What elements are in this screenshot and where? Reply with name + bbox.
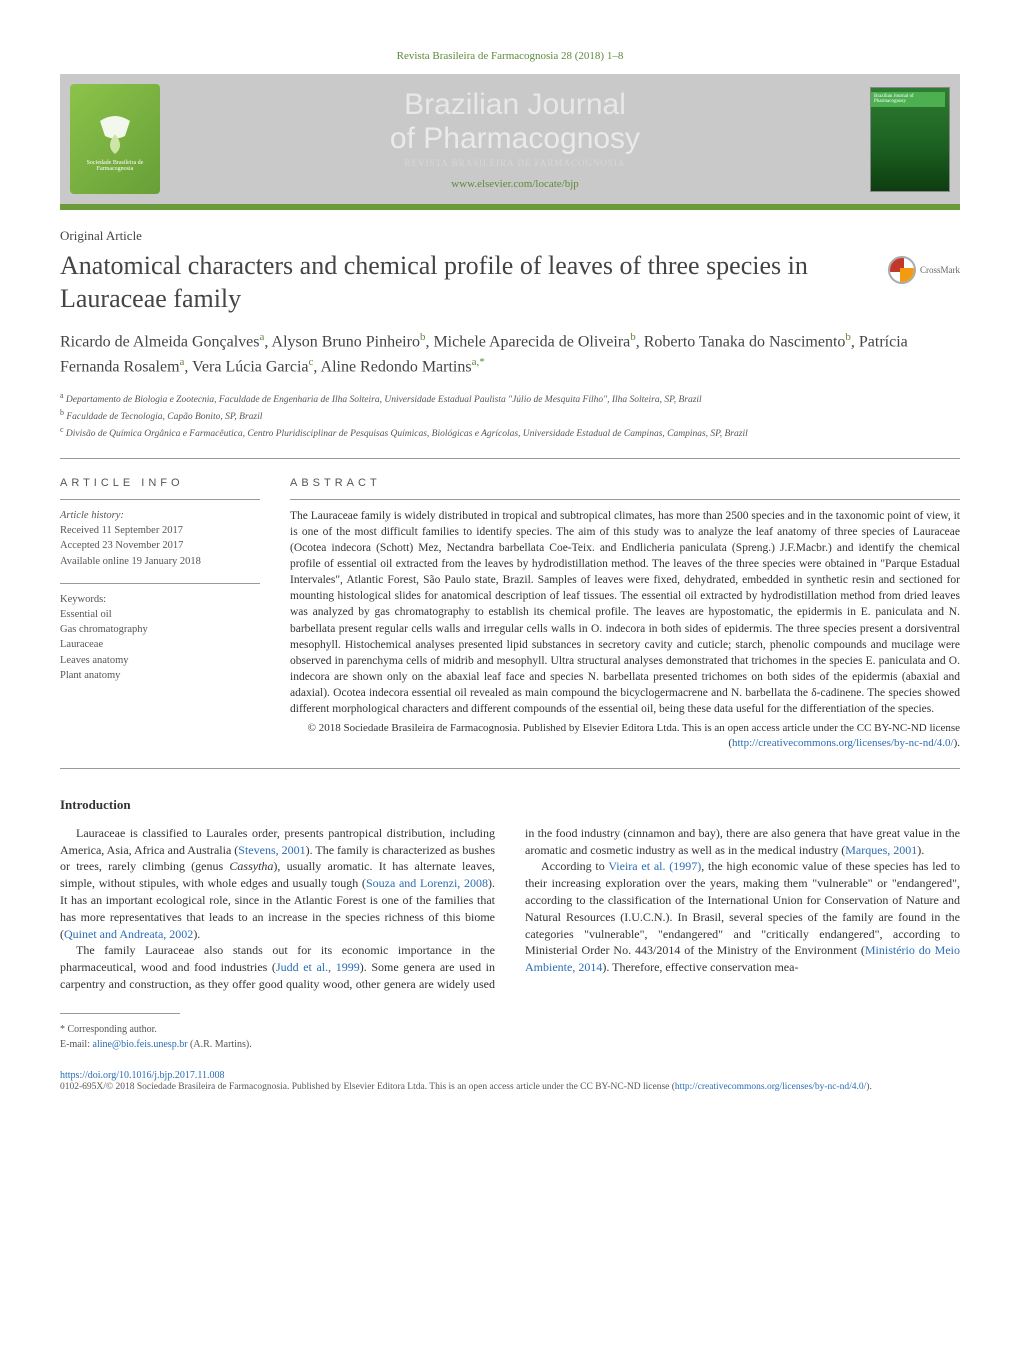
doi-link[interactable]: https://doi.org/10.1016/j.bjp.2017.11.00… xyxy=(60,1070,224,1081)
history-label: Article history: xyxy=(60,508,260,523)
keyword: Leaves anatomy xyxy=(60,653,260,668)
footer-license: 0102-695X/© 2018 Sociedade Brasileira de… xyxy=(60,1081,960,1094)
keyword: Lauraceae xyxy=(60,637,260,652)
leaf-mortar-icon xyxy=(90,106,140,156)
email-link[interactable]: aline@bio.feis.unesp.br xyxy=(93,1039,188,1050)
received-date: Received 11 September 2017 xyxy=(60,523,260,538)
keywords-label: Keywords: xyxy=(60,592,260,607)
society-name: Sociedade Brasileira de Farmacognosia xyxy=(70,160,160,172)
article-info-heading: article info xyxy=(60,477,260,489)
abstract-copyright: © 2018 Sociedade Brasileira de Farmacogn… xyxy=(290,721,960,752)
journal-header: Sociedade Brasileira de Farmacognosia Br… xyxy=(60,74,960,204)
doi: https://doi.org/10.1016/j.bjp.2017.11.00… xyxy=(60,1070,960,1081)
green-divider xyxy=(60,204,960,210)
ref-link[interactable]: Stevens, 2001 xyxy=(238,843,305,857)
article-title: Anatomical characters and chemical profi… xyxy=(60,250,868,315)
journal-url[interactable]: www.elsevier.com/locate/bjp xyxy=(160,178,870,190)
journal-subtitle: REVISTA BRASILEIRA DE FARMACOGNOSIA xyxy=(160,158,870,168)
cover-label: Brazilian Journal of Pharmacognosy xyxy=(871,92,945,107)
body-text: Lauraceae is classified to Laurales orde… xyxy=(60,825,960,993)
journal-cover-thumb: Brazilian Journal of Pharmacognosy xyxy=(870,87,950,192)
keyword: Gas chromatography xyxy=(60,622,260,637)
footer-license-link[interactable]: http://creativecommons.org/licenses/by-n… xyxy=(675,1082,866,1092)
intro-p3: According to Vieira et al. (1997), the h… xyxy=(525,858,960,976)
crossmark-badge[interactable]: CrossMark xyxy=(888,256,960,284)
divider xyxy=(60,458,960,459)
keyword: Plant anatomy xyxy=(60,668,260,683)
introduction-heading: Introduction xyxy=(60,797,960,813)
affiliations: a Departamento de Biologia e Zootecnia, … xyxy=(60,390,960,442)
email-label: E-mail: xyxy=(60,1039,90,1050)
article-type: Original Article xyxy=(60,228,960,244)
journal-title-line1: Brazilian Journal xyxy=(160,88,870,122)
keyword: Essential oil xyxy=(60,607,260,622)
crossmark-label: CrossMark xyxy=(920,265,960,275)
accepted-date: Accepted 23 November 2017 xyxy=(60,538,260,553)
corresponding-author: * Corresponding author. E-mail: aline@bi… xyxy=(60,1022,960,1052)
abstract-heading: abstract xyxy=(290,477,960,489)
ref-link[interactable]: Vieira et al. (1997) xyxy=(608,859,701,873)
corresponding-label: * Corresponding author. xyxy=(60,1022,960,1037)
corresponding-name: (A.R. Martins). xyxy=(190,1039,252,1050)
ref-link[interactable]: Quinet and Andreata, 2002 xyxy=(64,927,193,941)
intro-p1: Lauraceae is classified to Laurales orde… xyxy=(60,825,495,943)
crossmark-icon xyxy=(888,256,916,284)
authors: Ricardo de Almeida Gonçalvesa, Alyson Br… xyxy=(60,329,960,380)
abstract-text: The Lauraceae family is widely distribut… xyxy=(290,499,960,717)
journal-title-line2: of Pharmacognosy xyxy=(160,122,870,156)
online-date: Available online 19 January 2018 xyxy=(60,554,260,569)
affiliation-line: c Divisão de Química Orgânica e Farmacêu… xyxy=(60,424,960,441)
footnote-separator xyxy=(60,1013,180,1014)
affiliation-line: b Faculdade de Tecnologia, Capão Bonito,… xyxy=(60,407,960,424)
article-history: Article history: Received 11 September 2… xyxy=(60,499,260,569)
affiliation-line: a Departamento de Biologia e Zootecnia, … xyxy=(60,390,960,407)
keywords: Keywords: Essential oilGas chromatograph… xyxy=(60,583,260,683)
ref-link[interactable]: Judd et al., 1999 xyxy=(276,960,360,974)
citation: Revista Brasileira de Farmacognosia 28 (… xyxy=(60,50,960,62)
ref-link[interactable]: Souza and Lorenzi, 2008 xyxy=(366,876,488,890)
divider xyxy=(60,768,960,769)
society-logo: Sociedade Brasileira de Farmacognosia xyxy=(70,84,160,194)
ref-link[interactable]: Marques, 2001 xyxy=(845,843,917,857)
license-link[interactable]: http://creativecommons.org/licenses/by-n… xyxy=(732,737,954,749)
